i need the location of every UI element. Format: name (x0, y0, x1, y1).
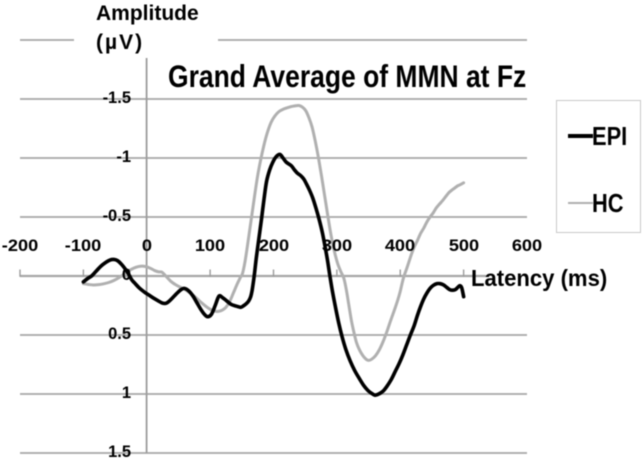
legend-line-epi-icon (568, 134, 593, 138)
legend-label-hc: HC (592, 188, 624, 218)
chart-title: Grand Average of MMN at Fz (168, 58, 527, 94)
x-tick-label: 200 (258, 236, 289, 255)
y-axis-title-line1: Amplitude (96, 2, 199, 25)
y-tick-label: -1.5 (102, 89, 131, 107)
x-tick-label: 400 (385, 236, 416, 255)
x-axis-title-text: Latency (ms) (471, 265, 608, 291)
y-tick-label: 1.5 (107, 443, 131, 461)
x-tick-label: 0 (141, 236, 152, 255)
x-tick-label: 300 (321, 236, 353, 255)
y-tick-label: 0.5 (107, 325, 131, 343)
legend-label-epi: EPI (592, 121, 628, 151)
x-tick-label: 500 (448, 236, 479, 255)
y-axis-title: Amplitude (µV) (74, 0, 218, 58)
series-hc (81, 103, 466, 362)
x-axis-title: Latency (ms) (468, 264, 618, 292)
x-tick-label: -200 (1, 236, 39, 255)
y-tick-label: -1 (115, 148, 131, 166)
y-tick-label: -0.5 (102, 207, 131, 225)
legend-line-hc-icon (568, 201, 593, 205)
y-axis-title-line2: (µV) (96, 31, 145, 54)
y-tick-label: 1 (121, 384, 131, 402)
y-tick-label: 0 (121, 266, 131, 284)
x-tick-label: 600 (511, 236, 543, 255)
series-epi (81, 152, 466, 397)
x-tick-label: 100 (194, 236, 226, 255)
x-tick-label: -100 (65, 236, 102, 255)
legend: EPI HC (556, 100, 641, 233)
